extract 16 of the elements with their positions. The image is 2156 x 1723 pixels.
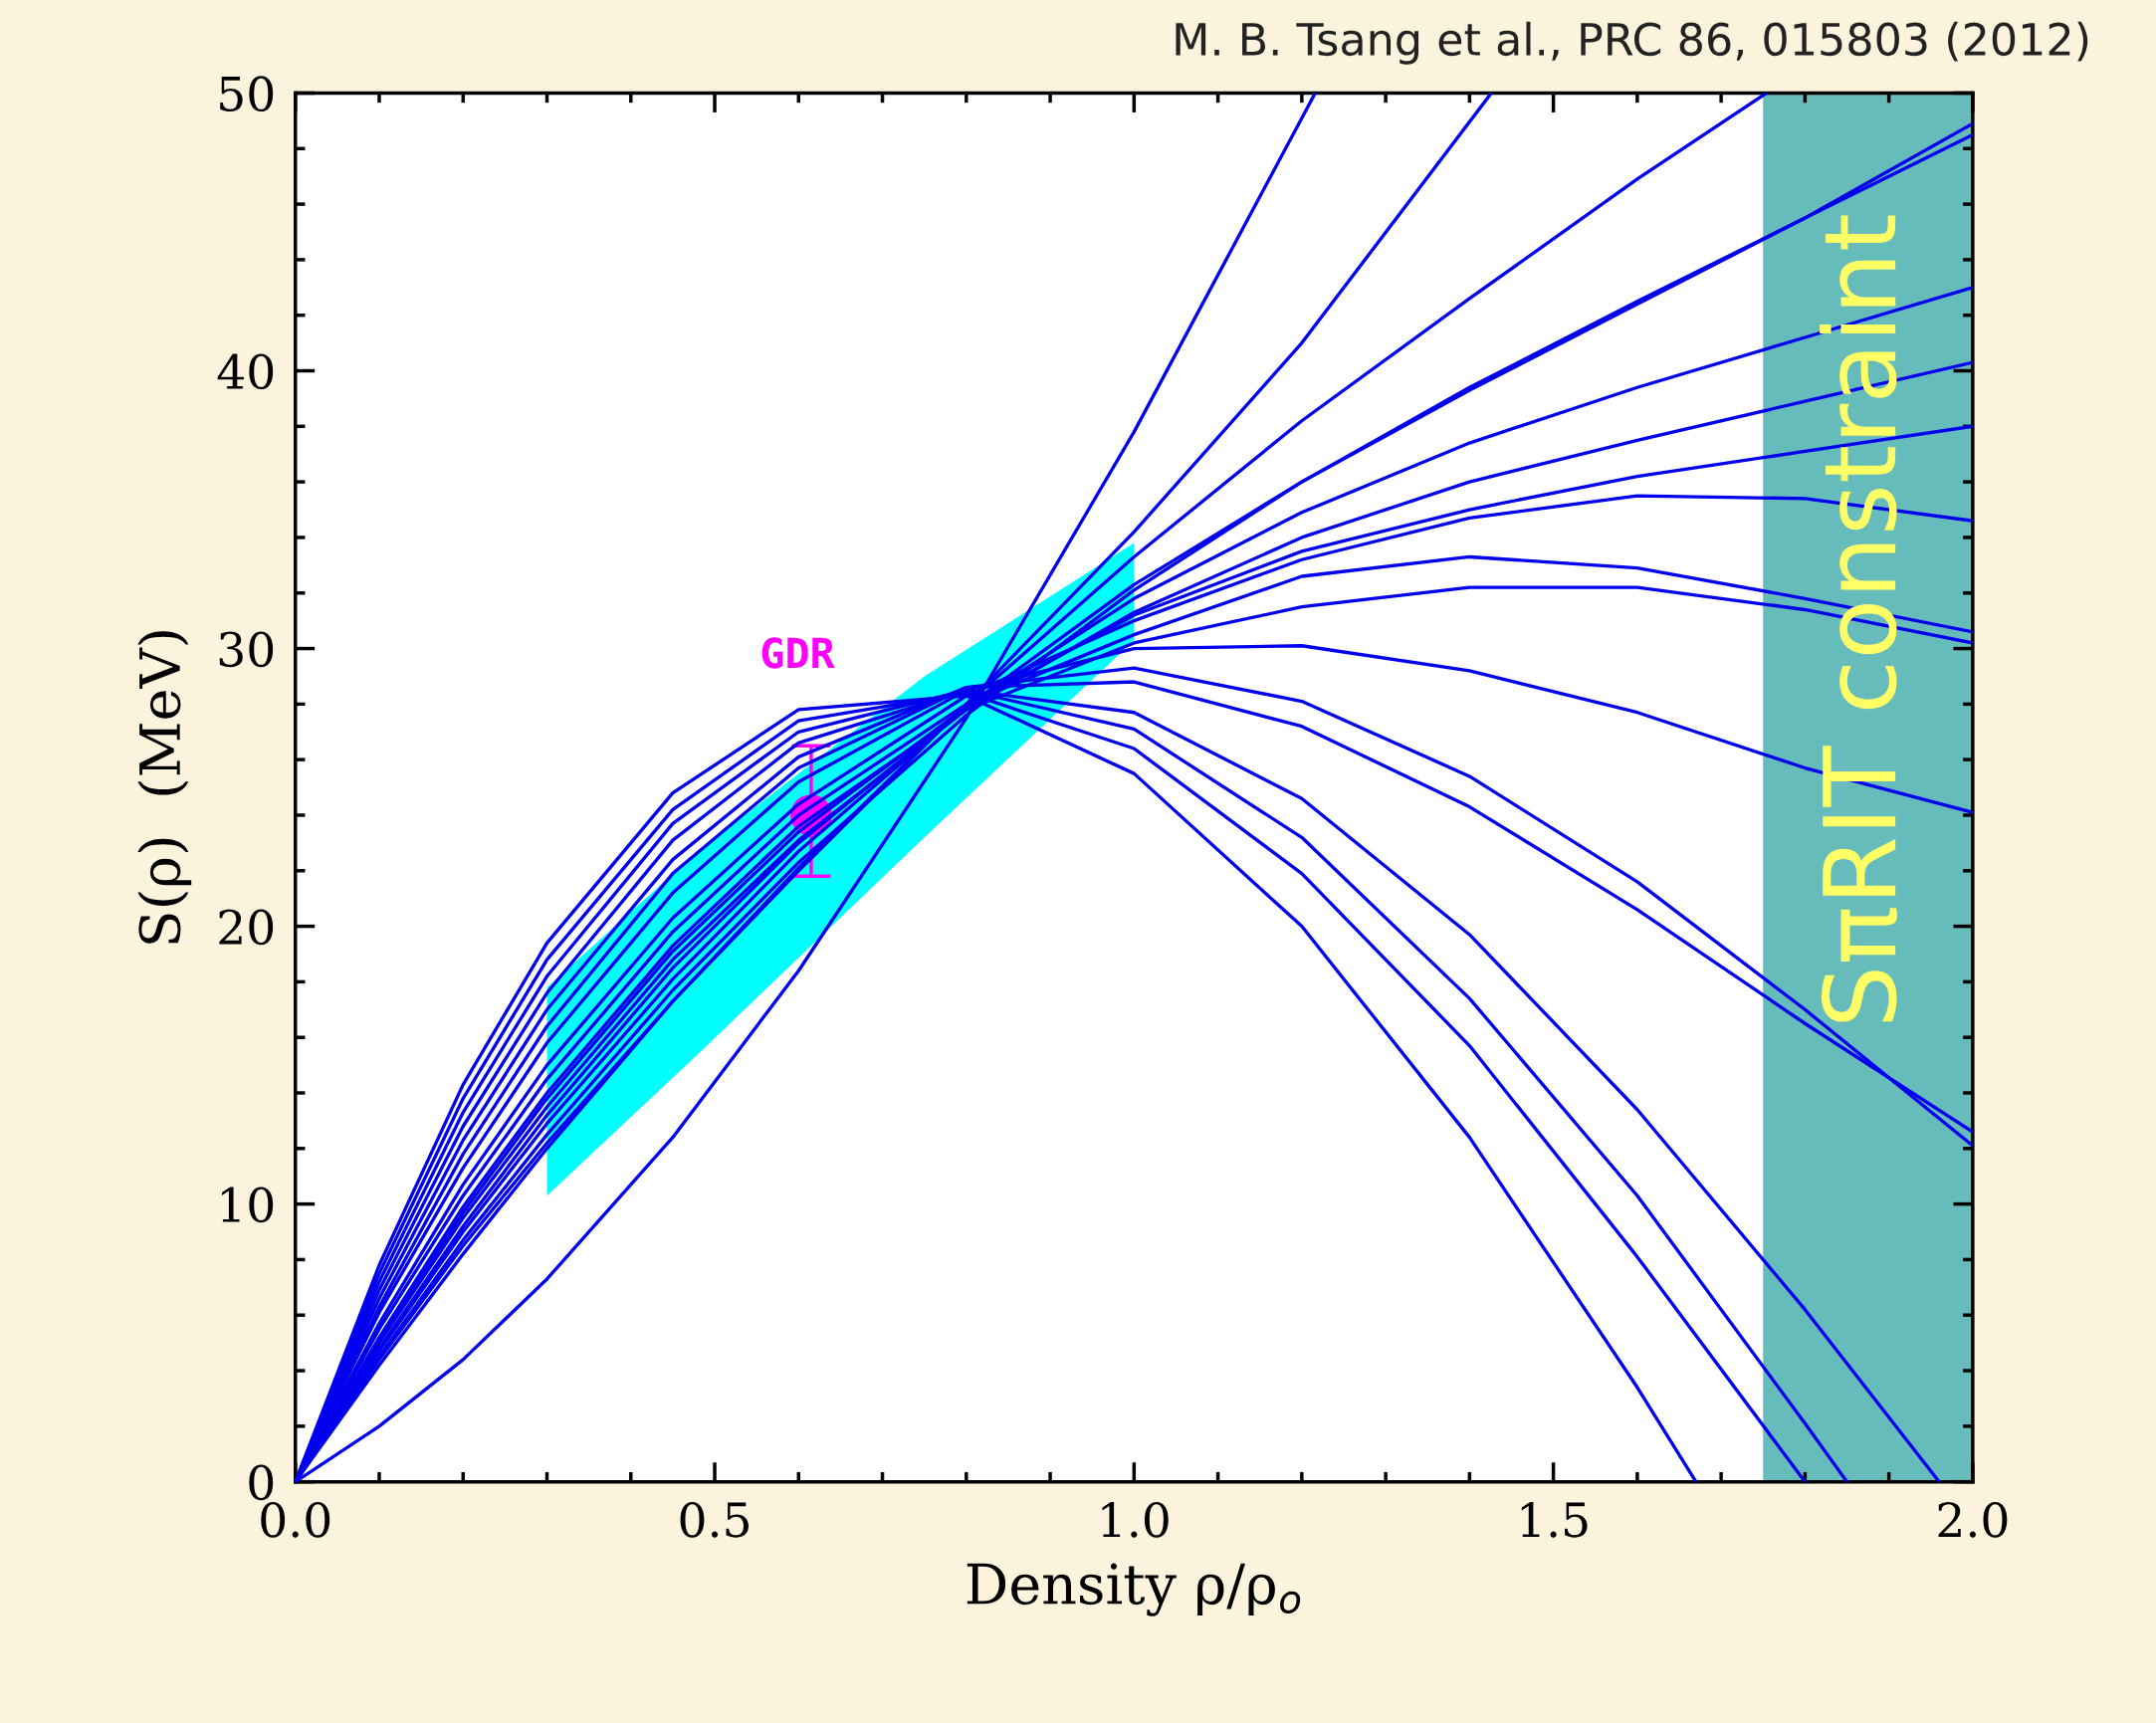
y-tick-label: 40 xyxy=(217,353,274,390)
y-tick-label: 10 xyxy=(221,1186,274,1223)
y-axis-title: S(ρ) (MeV) xyxy=(137,631,192,944)
x-axis-title: Density ρ/ρ$_{o}$ xyxy=(967,1563,1301,1616)
x-tick-label: 0.0 xyxy=(261,1501,330,1538)
x-tick-label: 1.5 xyxy=(1521,1501,1588,1538)
x-tick-label: 2.0 xyxy=(1938,1501,2008,1538)
x-tick-label: 0.5 xyxy=(680,1501,749,1538)
y-tick-label: 0 xyxy=(249,1464,274,1501)
y-tick-label: 30 xyxy=(219,631,274,668)
y-tick-label: 50 xyxy=(220,76,274,112)
band-label: SπRIT constraint xyxy=(1820,215,1898,1022)
x-tick-label: 1.0 xyxy=(1102,1501,1169,1538)
y-tick-label: 20 xyxy=(219,909,274,946)
text: M. B. Tsang et al., PRC 86, 015803 (2012) xyxy=(1176,21,2088,65)
text: GDR xyxy=(761,637,835,669)
